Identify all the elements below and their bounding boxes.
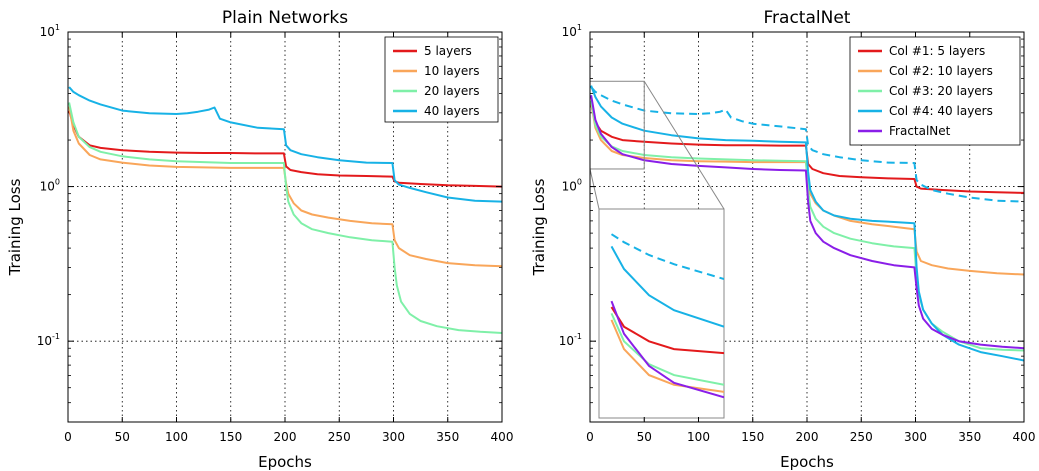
series-group	[68, 86, 502, 334]
tick-label-y-base: 10	[40, 25, 55, 39]
chart-title: FractalNet	[764, 8, 851, 28]
legend-label: 10 layers	[424, 64, 479, 78]
legend-label: 5 layers	[424, 44, 472, 58]
tick-label-y-exponent: -1	[574, 332, 582, 341]
tick-label-x: 350	[958, 430, 981, 444]
inset-connector	[643, 81, 725, 210]
tick-label-y-exponent: 0	[55, 178, 60, 187]
inset-connector	[589, 168, 600, 210]
legend: Col #1: 5 layers Col #2: 10 layers Col #3:…	[849, 36, 1021, 146]
legend-label: FractalNet	[889, 124, 951, 138]
tick-label-x: 50	[115, 430, 130, 444]
inset-series-line	[610, 245, 724, 328]
tick-label-y-exponent: 1	[55, 23, 60, 32]
series-line-20-layers	[68, 102, 502, 334]
tick-label-y: 10-1	[37, 332, 60, 348]
series-line-10-layers	[68, 106, 502, 268]
legend: 5 layers 10 layers 20 layers 40 layers	[384, 36, 499, 123]
tick-label-x: 300	[904, 430, 927, 444]
chart-title: Plain Networks	[222, 8, 348, 28]
tick-label-y-exponent: 0	[577, 178, 582, 187]
tick-label-x: 200	[796, 430, 819, 444]
x-axis-label: Epochs	[780, 453, 834, 471]
series-line-dashed-reference	[590, 86, 1024, 203]
series-line-5-layers	[68, 110, 502, 188]
tick-label-x: 300	[382, 430, 405, 444]
tick-label-y-exponent: 1	[577, 23, 582, 32]
tick-label-y-base: 10	[40, 180, 55, 194]
inset-series-line	[610, 300, 724, 399]
tick-label-x: 100	[687, 430, 710, 444]
tick-label-y-base: 10	[37, 334, 52, 348]
tick-label-x: 400	[491, 430, 514, 444]
tick-label-x: 250	[328, 430, 351, 444]
tick-label-y: 10-1	[559, 332, 582, 348]
legend-label: Col #4: 40 layers	[889, 104, 993, 118]
tick-label-x: 200	[274, 430, 297, 444]
tick-label-y-exponent: -1	[52, 332, 60, 341]
series-group	[590, 85, 1024, 362]
legend-label: Col #2: 10 layers	[889, 64, 993, 78]
tick-label-y: 101	[40, 23, 60, 39]
legend-label: 20 layers	[424, 84, 479, 98]
series-line-col-4-40-layers	[590, 85, 1024, 362]
y-axis-label: Training Loss	[530, 178, 548, 276]
legend-label: Col #3: 20 layers	[889, 84, 993, 98]
legend-label: 40 layers	[424, 104, 479, 118]
tick-label-x: 50	[637, 430, 652, 444]
y-axis-label: Training Loss	[6, 178, 24, 276]
tick-label-x: 0	[64, 430, 72, 444]
tick-label-x: 350	[436, 430, 459, 444]
tick-label-x: 400	[1013, 430, 1036, 444]
tick-label-y-base: 10	[559, 334, 574, 348]
inset-box	[598, 208, 725, 419]
series-line-fractalnet	[590, 95, 1024, 350]
tick-label-y-base: 10	[562, 180, 577, 194]
tick-label-x: 100	[165, 430, 188, 444]
series-line-40-layers	[68, 86, 502, 203]
inset-series-line	[610, 312, 724, 386]
inset-series-line	[610, 233, 724, 280]
tick-label-x: 150	[219, 430, 242, 444]
tick-label-x: 0	[586, 430, 594, 444]
inset-series-group	[610, 233, 724, 399]
tick-label-y-base: 10	[562, 25, 577, 39]
tick-label-y: 100	[562, 178, 582, 194]
tick-label-y: 101	[562, 23, 582, 39]
x-axis-label: Epochs	[258, 453, 312, 471]
tick-label-y: 100	[40, 178, 60, 194]
tick-label-x: 250	[850, 430, 873, 444]
tick-label-x: 150	[741, 430, 764, 444]
legend-label: Col #1: 5 layers	[889, 44, 985, 58]
